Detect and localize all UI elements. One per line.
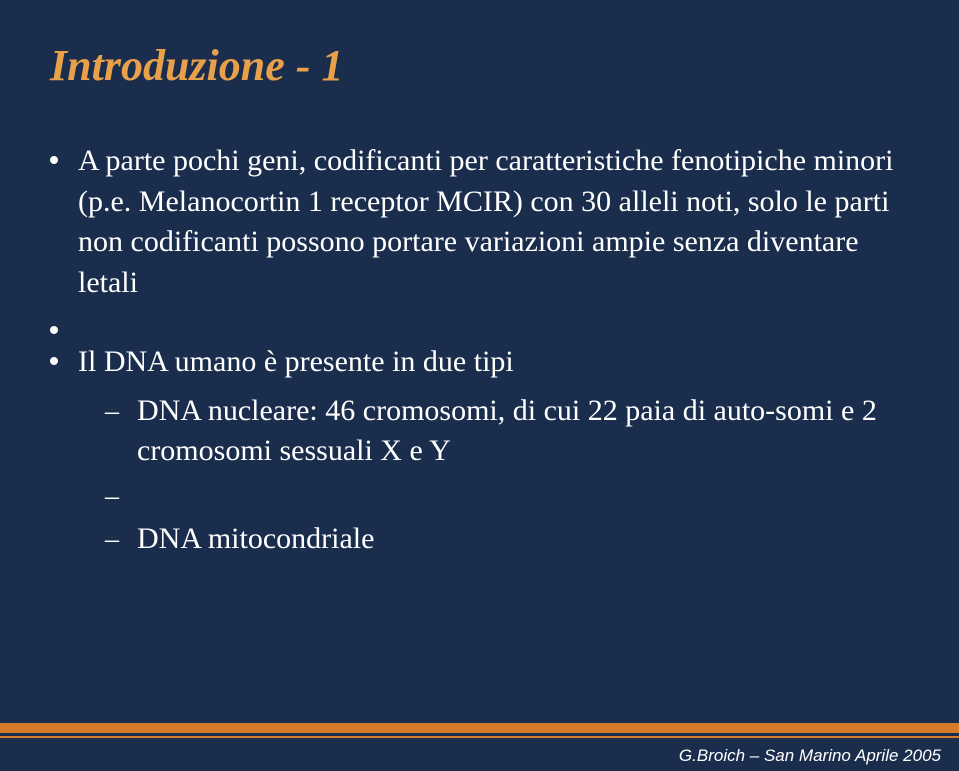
slide-content: A parte pochi geni, codificanti per cara… <box>50 141 909 771</box>
footer-text: G.Broich – San Marino Aprile 2005 <box>679 746 941 766</box>
bullet-text: A parte pochi geni, codificanti per cara… <box>78 141 909 303</box>
sub-bullet-item: – <box>105 476 909 516</box>
bullet-item <box>50 311 909 334</box>
bullet-marker <box>50 156 58 164</box>
dash-icon: – <box>105 393 119 472</box>
sub-bullet-text: DNA mitocondriale <box>137 519 909 560</box>
bullet-text: Il DNA umano è presente in due tipi <box>78 342 909 383</box>
sub-bullet-text: DNA nucleare: 46 cromosomi, di cui 22 pa… <box>137 391 909 472</box>
sub-bullet-item: – DNA mitocondriale <box>105 519 909 560</box>
dash-icon: – <box>105 478 119 516</box>
dash-icon: – <box>105 521 119 560</box>
slide-title: Introduzione - 1 <box>50 40 909 91</box>
footer-line <box>0 736 959 738</box>
footer-bar <box>0 723 959 733</box>
bullet-marker <box>50 357 58 365</box>
bullet-item: Il DNA umano è presente in due tipi <box>50 342 909 383</box>
bullet-marker <box>50 326 58 334</box>
bullet-item: A parte pochi geni, codificanti per cara… <box>50 141 909 303</box>
slide: Introduzione - 1 A parte pochi geni, cod… <box>0 0 959 771</box>
sub-bullet-item: – DNA nucleare: 46 cromosomi, di cui 22 … <box>105 391 909 472</box>
